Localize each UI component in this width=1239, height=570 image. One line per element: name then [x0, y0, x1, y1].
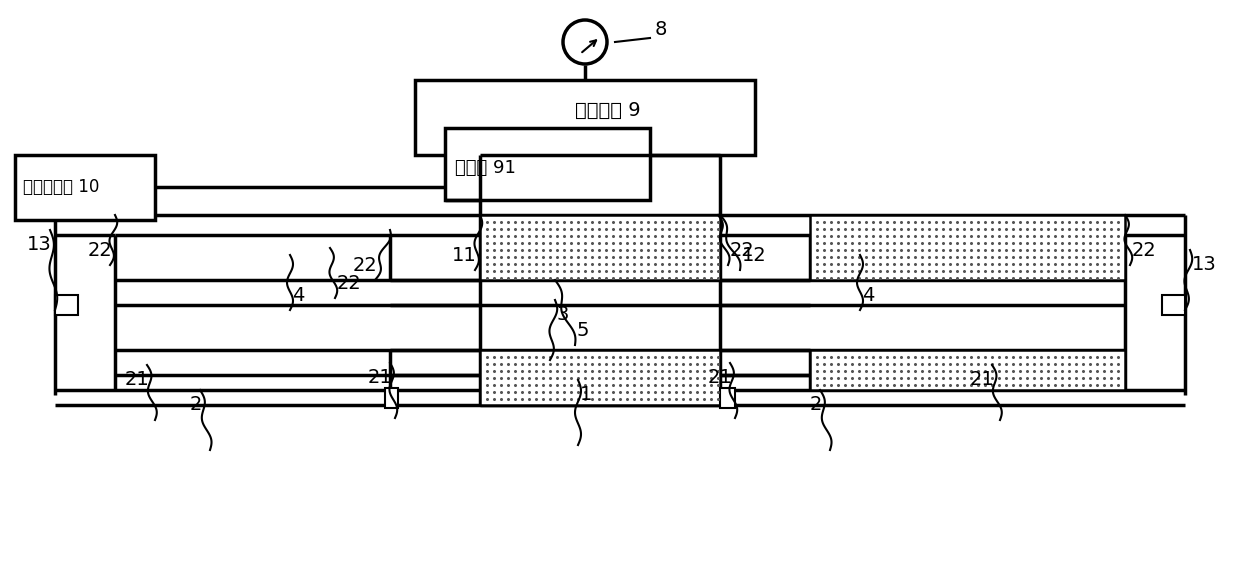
Text: 13: 13: [1192, 255, 1217, 274]
Text: 22: 22: [87, 241, 112, 260]
Bar: [479, 350, 720, 405]
Text: 21: 21: [367, 368, 392, 387]
FancyBboxPatch shape: [15, 155, 155, 220]
Text: 4: 4: [862, 286, 875, 305]
Text: 22: 22: [337, 274, 362, 293]
Text: 2: 2: [190, 395, 202, 414]
Text: 22: 22: [1132, 241, 1157, 260]
Bar: [479, 215, 720, 280]
Text: 油路系统 9: 油路系统 9: [575, 100, 641, 120]
Text: 中央处理器 10: 中央处理器 10: [24, 178, 99, 196]
Text: 22: 22: [730, 241, 755, 260]
Text: 21: 21: [969, 370, 994, 389]
Text: 12: 12: [742, 246, 767, 265]
Bar: [810, 215, 1125, 280]
FancyBboxPatch shape: [720, 388, 735, 408]
Text: 13: 13: [27, 235, 52, 254]
FancyBboxPatch shape: [55, 295, 78, 315]
Text: 22: 22: [352, 256, 377, 275]
FancyBboxPatch shape: [385, 388, 398, 408]
Text: 1: 1: [580, 385, 592, 404]
Bar: [810, 350, 1125, 390]
FancyBboxPatch shape: [415, 80, 755, 155]
Text: 21: 21: [707, 368, 732, 387]
Text: 3: 3: [558, 305, 570, 324]
Text: 5: 5: [577, 321, 590, 340]
Text: 11: 11: [452, 246, 477, 265]
FancyBboxPatch shape: [445, 128, 650, 200]
Text: 电磁阀 91: 电磁阀 91: [455, 159, 515, 177]
Text: 8: 8: [655, 20, 668, 39]
Text: 4: 4: [292, 286, 305, 305]
Circle shape: [563, 20, 607, 64]
Text: 21: 21: [124, 370, 149, 389]
FancyBboxPatch shape: [1162, 295, 1184, 315]
Text: 2: 2: [809, 395, 821, 414]
